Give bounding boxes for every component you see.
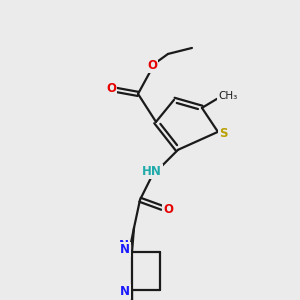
Text: N: N — [119, 239, 129, 252]
Text: CH₃: CH₃ — [218, 91, 238, 101]
Text: O: O — [163, 203, 173, 216]
Text: HN: HN — [142, 165, 162, 178]
Text: O: O — [106, 82, 116, 95]
Text: N: N — [120, 243, 130, 256]
Text: O: O — [147, 59, 157, 72]
Text: S: S — [219, 127, 227, 140]
Text: N: N — [120, 285, 130, 298]
